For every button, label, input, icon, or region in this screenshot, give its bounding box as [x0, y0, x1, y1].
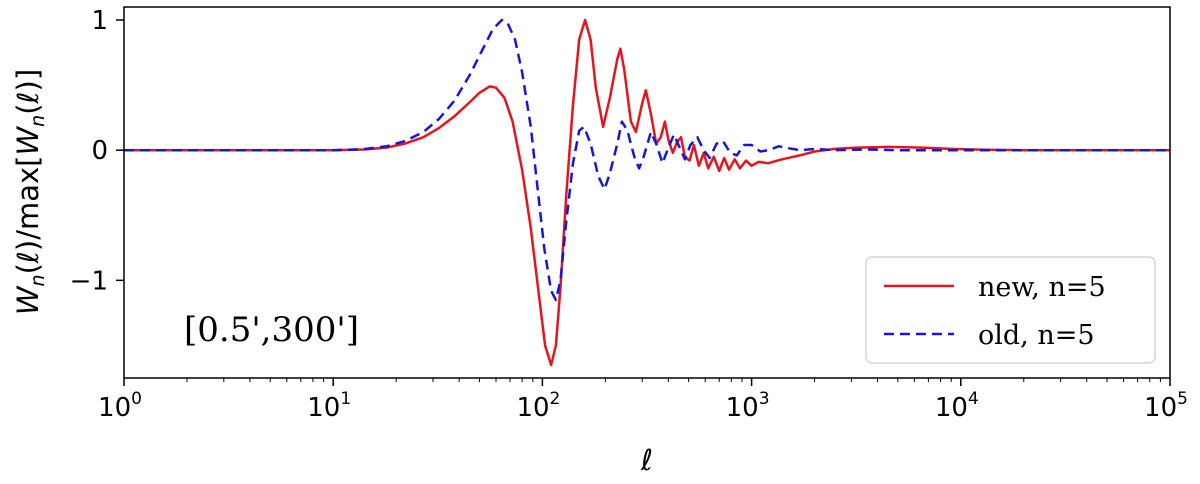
y-tick-label: −1: [70, 266, 108, 296]
x-tick-label: 101: [307, 389, 351, 423]
x-tick-label: 102: [516, 389, 560, 423]
x-tick-label: 103: [726, 389, 770, 423]
plot-frame: [123, 6, 1171, 379]
y-tick-label: 0: [91, 136, 108, 166]
series-line-new: [124, 18, 1170, 367]
legend-label-old: old, n=5: [978, 320, 1095, 351]
series-line-old: [124, 18, 1170, 302]
x-tick-label: 105: [1144, 389, 1188, 423]
legend-label-new: new, n=5: [978, 272, 1106, 303]
x-tick-label: 104: [935, 389, 979, 423]
series-layer: [124, 18, 1170, 367]
range-annotation: [0.5',300']: [184, 310, 359, 350]
x-ticks: 100 101 102 103 104 105: [98, 378, 1188, 423]
x-axis-label: ℓ: [640, 443, 653, 477]
y-ticks: 1 0 −1: [70, 6, 124, 296]
legend-box: [865, 256, 1156, 364]
y-tick-label: 1: [91, 6, 108, 36]
y-axis-label: Wn(ℓ)/max[Wn(ℓ)]: [11, 69, 49, 315]
legend: new, n=5 old, n=5: [865, 256, 1156, 364]
x-tick-label: 100: [98, 389, 142, 423]
